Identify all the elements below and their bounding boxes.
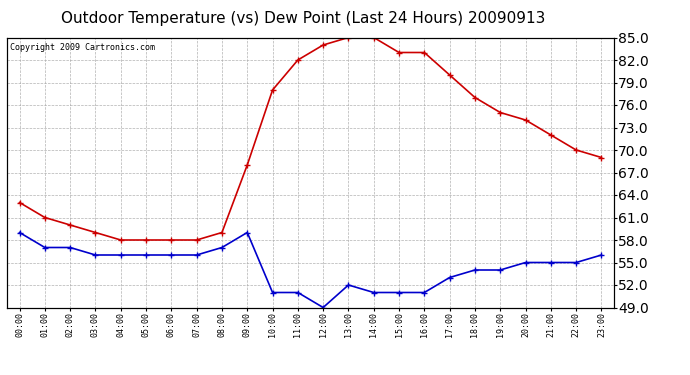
Text: Outdoor Temperature (vs) Dew Point (Last 24 Hours) 20090913: Outdoor Temperature (vs) Dew Point (Last… (61, 11, 546, 26)
Text: Copyright 2009 Cartronics.com: Copyright 2009 Cartronics.com (10, 43, 155, 52)
